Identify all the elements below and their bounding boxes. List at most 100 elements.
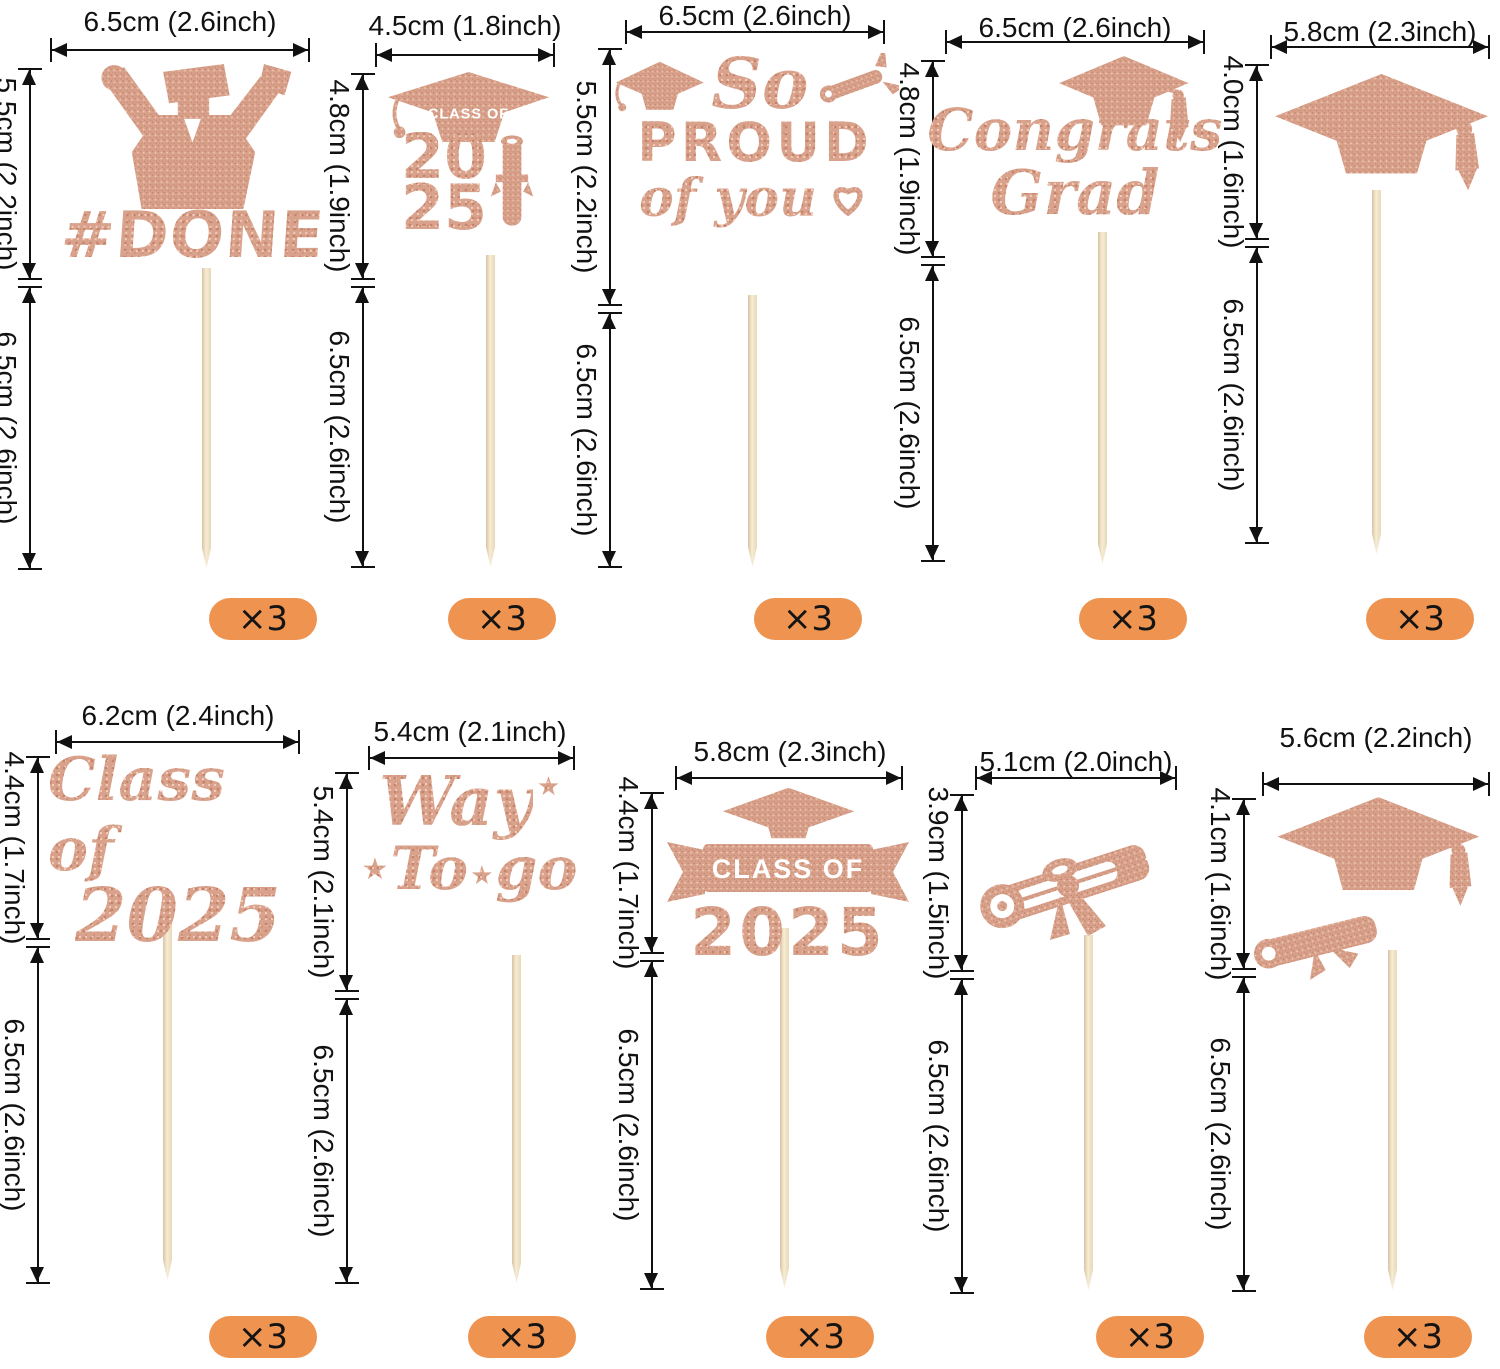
- graduation-cap-icon: [615, 61, 705, 112]
- graduation-cap-icon: CLASS OF: [387, 72, 549, 142]
- stick-height-dimension: [1232, 976, 1256, 1292]
- topper-text: of you: [639, 168, 817, 229]
- graduation-cap-icon: [1059, 55, 1189, 143]
- width-dimension: [50, 38, 310, 62]
- stick-height-label: 6.5cm (2.6inch): [308, 1044, 339, 1238]
- topper-cap-with-diploma: [1242, 795, 1497, 988]
- quantity-badge: ×3: [1096, 1316, 1204, 1358]
- stick-height-dimension: [950, 978, 974, 1294]
- star-icon: ★: [536, 772, 561, 802]
- topper-way-to-go: Way ★ ★ To ★ go: [352, 762, 587, 904]
- width-label: 6.2cm (2.4inch): [81, 700, 275, 731]
- stick-height-label: 6.5cm (2.6inch): [571, 343, 602, 537]
- stick-height-label: 6.5cm (2.6inch): [923, 1039, 954, 1233]
- width-dimension: [375, 43, 555, 67]
- height-dimension: [18, 68, 42, 280]
- graduate-figure-icon: [101, 64, 292, 209]
- width-label: 6.5cm (2.6inch): [658, 0, 852, 31]
- toothpick-stick: [1388, 950, 1397, 1290]
- topper-text: So: [711, 42, 809, 125]
- toothpick-stick: [1098, 232, 1107, 564]
- stick-height-label: 6.5cm (2.6inch): [0, 331, 22, 525]
- quantity-badge: ×3: [468, 1316, 576, 1358]
- quantity-badge: ×3: [1366, 598, 1474, 640]
- toothpick-stick: [512, 955, 521, 1283]
- diploma-icon: [490, 135, 534, 226]
- height-label: 5.4cm (2.1inch): [308, 785, 339, 979]
- height-label: 5.5cm (2.2inch): [0, 77, 22, 271]
- toothpick-stick: [163, 915, 172, 1280]
- stick-height-label: 6.5cm (2.6inch): [894, 316, 925, 510]
- quantity-badge: ×3: [754, 598, 862, 640]
- width-dimension: [368, 746, 575, 770]
- topper-diploma-scroll: [962, 788, 1180, 973]
- stick-height-dimension: [921, 264, 945, 562]
- quantity-badge: ×3: [1079, 598, 1187, 640]
- ribbon-banner: CLASS OF: [667, 842, 909, 902]
- quantity-badge: ×3: [448, 598, 556, 640]
- stick-height-dimension: [1245, 246, 1269, 544]
- width-label: 5.8cm (2.3inch): [1283, 16, 1477, 47]
- stick-height-dimension: [18, 286, 42, 570]
- height-dimension: [351, 73, 375, 280]
- topper-class-of-2025-banner: CLASS OF 2025: [662, 786, 914, 971]
- toothpick-stick: [1084, 935, 1093, 1290]
- width-label: 6.5cm (2.6inch): [978, 12, 1172, 43]
- height-dimension: [26, 756, 50, 940]
- toothpick-stick: [486, 255, 495, 567]
- graduation-cap-icon: [722, 787, 854, 839]
- stick-height-dimension: [26, 946, 50, 1284]
- topper-text: PROUD: [637, 111, 873, 174]
- stick-height-dimension: [335, 998, 359, 1284]
- height-dimension: [1232, 798, 1256, 970]
- height-label: 4.4cm (1.7inch): [613, 776, 644, 970]
- width-dimension: [675, 766, 903, 790]
- height-dimension: [1245, 64, 1269, 240]
- width-label: 5.4cm (2.1inch): [373, 716, 567, 747]
- toothpick-stick: [1372, 190, 1381, 554]
- topper-text: 2025: [75, 873, 281, 959]
- stick-height-dimension: [351, 286, 375, 568]
- star-icon: ★: [470, 861, 494, 891]
- stick-height-label: 6.5cm (2.6inch): [1218, 298, 1249, 492]
- topper-text: go: [495, 834, 578, 904]
- height-dimension: [640, 792, 664, 954]
- topper-graduation-cap: [1268, 70, 1493, 203]
- banner-text: CLASS OF: [712, 854, 865, 884]
- width-dimension: [975, 766, 1177, 790]
- cap-and-diploma-icon: [1253, 797, 1479, 981]
- stick-height-label: 6.5cm (2.6inch): [324, 330, 355, 524]
- diploma-icon: [819, 52, 899, 103]
- topper-text: To: [390, 834, 469, 904]
- width-label: 5.1cm (2.0inch): [979, 746, 1173, 777]
- width-label: 6.5cm (2.6inch): [83, 6, 277, 37]
- cap-banner-text: CLASS OF: [427, 107, 508, 123]
- height-dimension: [335, 772, 359, 992]
- width-dimension: [625, 20, 885, 44]
- height-label: 4.4cm (1.7inch): [0, 751, 30, 945]
- topper-hashtag-done: #DONE: [58, 62, 327, 273]
- topper-class-of-2025-cap: CLASS OF 20 25: [378, 68, 558, 234]
- quantity-badge: ×3: [209, 598, 317, 640]
- topper-text: Way: [378, 762, 533, 842]
- toothpick-stick: [780, 928, 789, 1288]
- star-icon: ★: [361, 851, 389, 887]
- height-dimension: [598, 48, 622, 306]
- quantity-badge: ×3: [1364, 1316, 1472, 1358]
- topper-congrats-grad: Congrats Grad: [927, 55, 1223, 229]
- topper-text: #DONE: [58, 199, 327, 273]
- diploma-icon: [979, 830, 1178, 940]
- topper-text: Grad: [990, 156, 1160, 229]
- stick-height-dimension: [598, 312, 622, 568]
- topper-text: Congrats: [927, 96, 1223, 164]
- stick-height-dimension: [640, 960, 664, 1290]
- stick-height-label: 6.5cm (2.6inch): [1205, 1037, 1236, 1231]
- width-dimension: [1262, 772, 1490, 796]
- heart-icon: [833, 187, 863, 217]
- height-label: 4.1cm (1.6inch): [1205, 787, 1236, 981]
- width-label: 4.5cm (1.8inch): [368, 10, 562, 41]
- year-text: 20 25: [400, 120, 488, 244]
- topper-so-proud-of-you: So PROUD of you: [615, 42, 899, 229]
- year-text: 2025: [690, 894, 886, 971]
